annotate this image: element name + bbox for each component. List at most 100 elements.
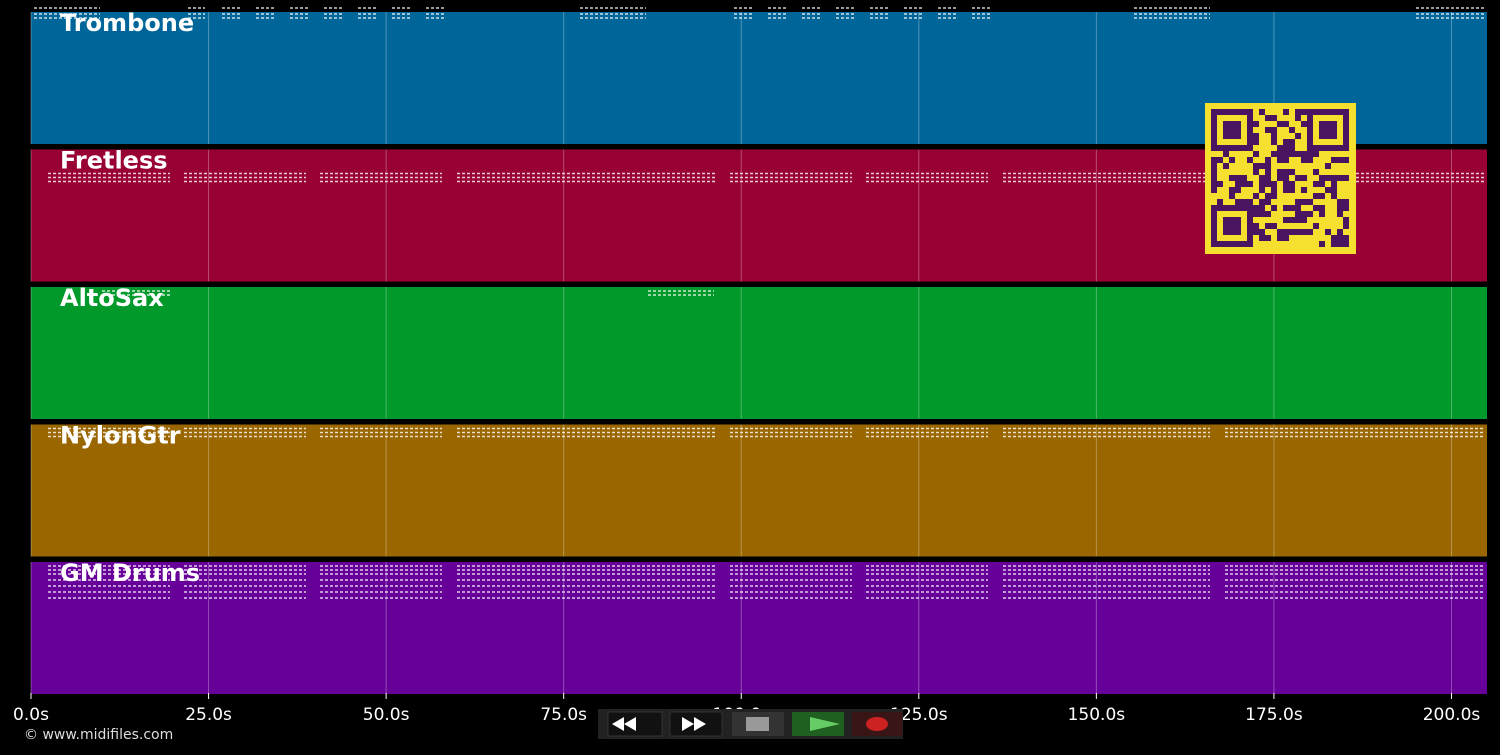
qr-cell: [1247, 205, 1253, 211]
track-name: Trombone: [60, 9, 194, 37]
qr-cell: [1253, 229, 1259, 235]
qr-cell: [1241, 205, 1247, 211]
qr-cell: [1343, 235, 1349, 241]
qr-cell: [1229, 229, 1235, 235]
tick-label: 25.0s: [185, 705, 232, 725]
qr-cell: [1337, 235, 1343, 241]
qr-cell: [1337, 175, 1343, 181]
qr-cell: [1211, 127, 1217, 133]
qr-cell: [1337, 145, 1343, 151]
qr-cell: [1343, 241, 1349, 247]
tick-label: 200.0s: [1423, 705, 1481, 725]
qr-cell: [1331, 133, 1337, 139]
qr-cell: [1283, 175, 1289, 181]
qr-cell: [1325, 187, 1331, 193]
qr-cell: [1343, 217, 1349, 223]
qr-cell: [1325, 229, 1331, 235]
qr-cell: [1211, 133, 1217, 139]
qr-cell: [1283, 205, 1289, 211]
qr-cell: [1253, 163, 1259, 169]
play-button[interactable]: [792, 712, 844, 736]
qr-cell: [1295, 211, 1301, 217]
qr-cell: [1319, 193, 1325, 199]
qr-cell: [1217, 199, 1223, 205]
qr-cell: [1235, 109, 1241, 115]
qr-cell: [1307, 229, 1313, 235]
qr-cell: [1223, 205, 1229, 211]
qr-cell: [1307, 139, 1313, 145]
notes: [34, 7, 1485, 599]
qr-cell: [1343, 223, 1349, 229]
qr-cell: [1223, 229, 1229, 235]
qr-cell: [1313, 145, 1319, 151]
qr-cell: [1325, 109, 1331, 115]
qr-cell: [1289, 229, 1295, 235]
qr-cell: [1331, 127, 1337, 133]
qr-cell: [1259, 199, 1265, 205]
record-button[interactable]: [852, 712, 902, 736]
qr-cell: [1283, 109, 1289, 115]
qr-cell: [1289, 139, 1295, 145]
qr-cell: [1271, 205, 1277, 211]
qr-cell: [1331, 187, 1337, 193]
qr-cell: [1217, 181, 1223, 187]
qr-cell: [1211, 163, 1217, 169]
qr-cell: [1241, 145, 1247, 151]
qr-cell: [1283, 181, 1289, 187]
qr-cell: [1253, 133, 1259, 139]
qr-cell: [1301, 109, 1307, 115]
qr-cell: [1331, 121, 1337, 127]
qr-cell: [1259, 187, 1265, 193]
qr-cell: [1277, 145, 1283, 151]
qr-cell: [1289, 187, 1295, 193]
qr-cell: [1295, 151, 1301, 157]
qr-cell: [1337, 241, 1343, 247]
qr-cell: [1247, 145, 1253, 151]
qr-cell: [1235, 145, 1241, 151]
qr-cell: [1331, 235, 1337, 241]
qr-cell: [1295, 199, 1301, 205]
qr-cell: [1211, 139, 1217, 145]
qr-cell: [1211, 229, 1217, 235]
qr-cell: [1265, 163, 1271, 169]
qr-cell: [1247, 115, 1253, 121]
qr-cell: [1337, 109, 1343, 115]
qr-cell: [1217, 205, 1223, 211]
qr-cell: [1247, 121, 1253, 127]
qr-cell: [1235, 181, 1241, 187]
qr-cell: [1289, 205, 1295, 211]
qr-cell: [1229, 127, 1235, 133]
qr-cell: [1253, 139, 1259, 145]
qr-cell: [1289, 169, 1295, 175]
qr-cell: [1265, 223, 1271, 229]
qr-cell: [1313, 181, 1319, 187]
qr-cell: [1217, 157, 1223, 163]
qr-cell: [1223, 133, 1229, 139]
copyright: © www.midifiles.com: [24, 727, 173, 743]
qr-cell: [1271, 127, 1277, 133]
qr-cell: [1247, 199, 1253, 205]
qr-cell: [1319, 205, 1325, 211]
qr-cell: [1343, 199, 1349, 205]
qr-cell: [1295, 217, 1301, 223]
qr-cell: [1229, 241, 1235, 247]
qr-cell: [1259, 181, 1265, 187]
qr-cell: [1343, 157, 1349, 163]
rewind-button[interactable]: [607, 711, 663, 737]
qr-cell: [1235, 241, 1241, 247]
qr-cell: [1337, 205, 1343, 211]
qr-cell: [1229, 187, 1235, 193]
qr-cell: [1241, 181, 1247, 187]
qr-cell: [1319, 133, 1325, 139]
stop-button[interactable]: [732, 712, 784, 736]
qr-cell: [1283, 157, 1289, 163]
forward-button[interactable]: [669, 711, 723, 737]
qr-cell: [1235, 205, 1241, 211]
qr-cell: [1331, 157, 1337, 163]
qr-cell: [1295, 175, 1301, 181]
qr-cell: [1313, 223, 1319, 229]
qr-cell: [1265, 235, 1271, 241]
qr-cell: [1211, 115, 1217, 121]
qr-cell: [1313, 151, 1319, 157]
qr-cell: [1319, 175, 1325, 181]
